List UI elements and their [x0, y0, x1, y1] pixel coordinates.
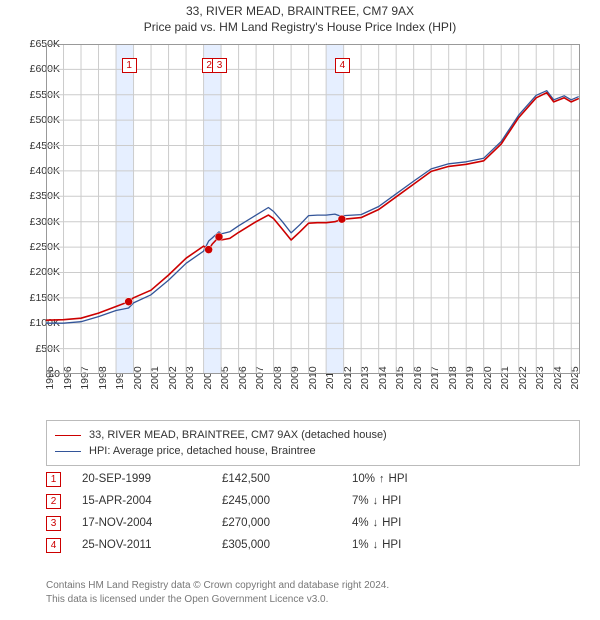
attribution: Contains HM Land Registry data © Crown c…: [46, 579, 580, 606]
page-title: 33, RIVER MEAD, BRAINTREE, CM7 9AX: [0, 4, 600, 18]
chart-titles: 33, RIVER MEAD, BRAINTREE, CM7 9AX Price…: [0, 0, 600, 34]
transaction-marker: 1: [46, 472, 61, 487]
transactions-table: 120-SEP-1999£142,50010%↑HPI215-APR-2004£…: [46, 468, 580, 556]
chart-plot-area: 1234: [46, 44, 580, 374]
transaction-hpi-delta: 7%↓HPI: [352, 495, 580, 507]
transaction-row: 3 17-NOV-2004£270,0004%↓HPI: [46, 512, 580, 534]
page-subtitle: Price paid vs. HM Land Registry's House …: [0, 20, 600, 34]
transaction-hpi-delta: 1%↓HPI: [352, 539, 580, 551]
transaction-price: £142,500: [222, 473, 352, 485]
transaction-date: 25-NOV-2011: [82, 539, 222, 551]
transaction-marker: 4: [46, 538, 61, 553]
transaction-row: 4 25-NOV-2011£305,0001%↓HPI: [46, 534, 580, 556]
transaction-marker: 2: [46, 494, 61, 509]
legend-swatch: [55, 435, 81, 436]
transaction-date: 17-NOV-2004: [82, 517, 222, 529]
legend-item: 33, RIVER MEAD, BRAINTREE, CM7 9AX (deta…: [55, 427, 571, 443]
transaction-row: 1 20-SEP-1999£142,50010%↑HPI: [46, 468, 580, 490]
chart-sale-marker: 3: [212, 58, 227, 73]
transaction-date: 20-SEP-1999: [82, 473, 222, 485]
legend-label: 33, RIVER MEAD, BRAINTREE, CM7 9AX (deta…: [89, 429, 387, 441]
attribution-line: This data is licensed under the Open Gov…: [46, 593, 580, 607]
chart-svg: [46, 44, 580, 374]
attribution-line: Contains HM Land Registry data © Crown c…: [46, 579, 580, 593]
transaction-hpi-delta: 4%↓HPI: [352, 517, 580, 529]
transaction-marker: 3: [46, 516, 61, 531]
transaction-price: £270,000: [222, 517, 352, 529]
transaction-price: £305,000: [222, 539, 352, 551]
chart-sale-marker: 4: [335, 58, 350, 73]
transaction-hpi-delta: 10%↑HPI: [352, 473, 580, 485]
transaction-price: £245,000: [222, 495, 352, 507]
legend-swatch: [55, 451, 81, 452]
transaction-date: 15-APR-2004: [82, 495, 222, 507]
legend: 33, RIVER MEAD, BRAINTREE, CM7 9AX (deta…: [46, 420, 580, 466]
legend-label: HPI: Average price, detached house, Brai…: [89, 445, 316, 457]
chart-sale-marker: 1: [122, 58, 137, 73]
figure: 33, RIVER MEAD, BRAINTREE, CM7 9AX Price…: [0, 0, 600, 620]
transaction-row: 2 15-APR-2004£245,0007%↓HPI: [46, 490, 580, 512]
legend-item: HPI: Average price, detached house, Brai…: [55, 443, 571, 459]
